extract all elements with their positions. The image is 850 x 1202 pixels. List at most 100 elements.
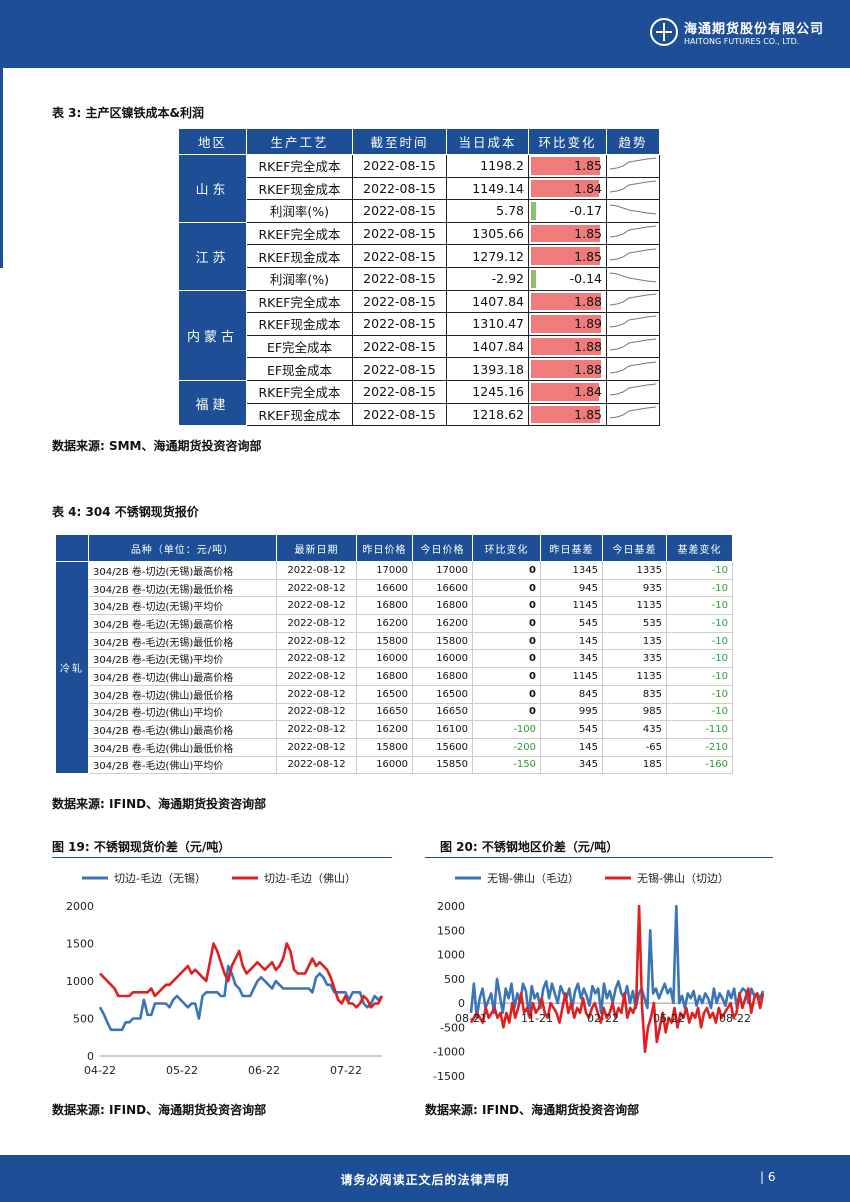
y-tick-label: 1000 <box>437 949 465 962</box>
trend-cell <box>606 334 660 359</box>
product-cell: 304/2B 卷-切边(佛山)平均价 <box>88 702 277 722</box>
price-cell: 16600 <box>356 578 413 598</box>
sparkline-up-icon <box>609 225 657 238</box>
category-cell: 冷轧 <box>55 560 89 775</box>
fig20-rule <box>425 857 773 858</box>
trend-cell <box>606 289 660 314</box>
table-row: 利润率(%) 2022-08-15 5.78 -0.17 <box>179 199 660 223</box>
table4-source: 数据来源: IFIND、海通期货投资咨询部 <box>52 797 267 811</box>
change-cell: 0 <box>472 578 541 598</box>
process-cell: EF现金成本 <box>246 357 353 381</box>
cost-cell: 1407.84 <box>446 289 529 314</box>
fig20-caption: 图 20: 不锈钢地区价差（元/吨） <box>440 840 619 854</box>
change-bar <box>531 360 601 378</box>
change-value: 1.85 <box>574 158 602 174</box>
table-row: 304/2B 卷-切边(佛山)平均价 2022-08-12 16650 16650 0 9… <box>56 702 733 722</box>
col-header: 品种（单位：元/吨） <box>88 534 277 562</box>
trend-cell <box>606 176 660 201</box>
cost-cell: 1198.2 <box>446 154 529 178</box>
region-cell: 内蒙古 <box>178 289 247 381</box>
change-value: 1.88 <box>574 339 602 355</box>
change-cell: 1.85 <box>528 221 607 246</box>
y-tick-label: -1000 <box>433 1046 465 1059</box>
change-value: 1.89 <box>574 316 602 332</box>
sparkline-up-icon <box>609 383 657 396</box>
footer-bar: 请务必阅读正文后的法律声明 | 6 <box>0 1155 850 1202</box>
nickel-iron-cost-table: 地区 生产工艺 截至时间 当日成本 环比变化 趋势 山东 RKEF完全成本 2022… <box>178 128 660 427</box>
region-cell: 福建 <box>178 379 247 427</box>
col-header: 基差变化 <box>666 534 733 562</box>
basis-cell: 945 <box>540 578 603 598</box>
change-bar <box>531 247 600 265</box>
basis-change-cell: -10 <box>666 561 733 580</box>
change-bar <box>531 269 536 288</box>
series-line-0 <box>469 904 765 1019</box>
header-bar <box>0 0 850 68</box>
price-cell: 16200 <box>356 720 413 739</box>
change-cell: 0 <box>472 596 541 616</box>
process-cell: RKEF完全成本 <box>246 154 353 178</box>
table-row: 304/2B 卷-切边(无锡)最低价格 2022-08-12 16600 16600 0… <box>56 578 733 598</box>
table-row: 304/2B 卷-毛边(无锡)最低价格 2022-08-12 15800 15800 0… <box>56 631 733 651</box>
x-tick-label: 04-22 <box>84 1064 116 1077</box>
company-logo: 海通期货股份有限公司 HAITONG FUTURES CO., LTD. <box>650 18 840 56</box>
date-cell: 2022-08-12 <box>276 649 357 669</box>
legal-notice: 请务必阅读正文后的法律声明 <box>340 1173 510 1187</box>
col-header: 今日价格 <box>412 534 473 562</box>
basis-cell: 845 <box>540 684 603 704</box>
table-row: EF完全成本 2022-08-15 1407.84 1.88 <box>179 334 660 359</box>
trend-cell <box>606 312 660 336</box>
change-bar <box>531 179 600 198</box>
col-header: 昨日价格 <box>356 534 413 562</box>
basis-cell: 1345 <box>540 561 603 580</box>
change-cell: -150 <box>472 755 541 775</box>
trend-cell <box>606 357 660 381</box>
product-cell: 304/2B 卷-毛边(佛山)最高价格 <box>88 720 277 739</box>
col-header: 环比变化 <box>472 534 541 562</box>
table-row: EF现金成本 2022-08-15 1393.18 1.88 <box>179 357 660 381</box>
table4-caption: 表 4: 304 不锈钢现货报价 <box>52 505 199 519</box>
company-name-en: HAITONG FUTURES CO., LTD. <box>684 37 800 46</box>
table-row: 304/2B 卷-切边(无锡)平均价 2022-08-12 16800 16800 0 1… <box>56 596 733 616</box>
table-row: 冷轧 304/2B 卷-切边(无锡)最高价格 2022-08-12 17000 1700… <box>55 560 733 775</box>
col-header: 昨日基差 <box>540 534 603 562</box>
date-cell: 2022-08-12 <box>276 596 357 616</box>
basis-cell: 985 <box>602 702 667 722</box>
col-header: 今日基差 <box>602 534 667 562</box>
x-tick-label: 11-21 <box>521 1012 553 1025</box>
sparkline-down-icon <box>609 272 657 283</box>
product-cell: 304/2B 卷-切边(无锡)平均价 <box>88 596 277 616</box>
fig20-chart: 无锡-佛山（毛边） 无锡-佛山（切边） -1500 -1000 -500 0 500 1000… <box>425 858 773 1090</box>
table-row: 304/2B 卷-毛边(佛山)最高价格 2022-08-12 16200 16100-… <box>56 720 733 739</box>
basis-cell: 345 <box>540 649 603 669</box>
basis-cell: 545 <box>540 614 603 633</box>
y-tick-label: 500 <box>73 1013 94 1026</box>
date-cell: 2022-08-12 <box>276 578 357 598</box>
fig19-source: 数据来源: IFIND、海通期货投资咨询部 <box>52 1103 267 1117</box>
price-cell: 17000 <box>412 561 473 580</box>
basis-cell: 1135 <box>602 596 667 616</box>
table-row: 内蒙古 RKEF完全成本 2022-08-15 1407.84 1.88 <box>178 289 660 381</box>
change-cell: -100 <box>472 720 541 739</box>
date-cell: 2022-08-12 <box>276 667 357 686</box>
change-cell: 1.84 <box>528 176 607 201</box>
price-cell: 16650 <box>412 702 473 722</box>
date-cell: 2022-08-15 <box>352 402 447 427</box>
basis-cell: 1145 <box>540 667 603 686</box>
date-cell: 2022-08-12 <box>276 720 357 739</box>
change-cell: 0 <box>472 614 541 633</box>
process-cell: RKEF完全成本 <box>246 379 353 404</box>
legend-label: 无锡-佛山（毛边） <box>487 871 579 885</box>
sparkline-down-icon <box>609 204 657 215</box>
series-line-1 <box>99 942 384 1009</box>
table-row: 304/2B 卷-毛边(无锡)最高价格 2022-08-12 16200 16200 0… <box>56 614 733 633</box>
y-tick-label: 1000 <box>66 975 94 988</box>
cost-cell: -2.92 <box>446 266 529 291</box>
table-row: 江苏 RKEF完全成本 2022-08-15 1305.66 1.85 <box>178 221 660 291</box>
change-cell: 0 <box>472 561 541 580</box>
date-cell: 2022-08-12 <box>276 702 357 722</box>
fig20-source: 数据来源: IFIND、海通期货投资咨询部 <box>425 1103 640 1117</box>
table-row: 304/2B 卷-毛边(佛山)最低价格 2022-08-12 15800 15600-… <box>56 737 733 757</box>
basis-change-cell: -10 <box>666 702 733 722</box>
product-cell: 304/2B 卷-切边(无锡)最高价格 <box>88 561 277 580</box>
